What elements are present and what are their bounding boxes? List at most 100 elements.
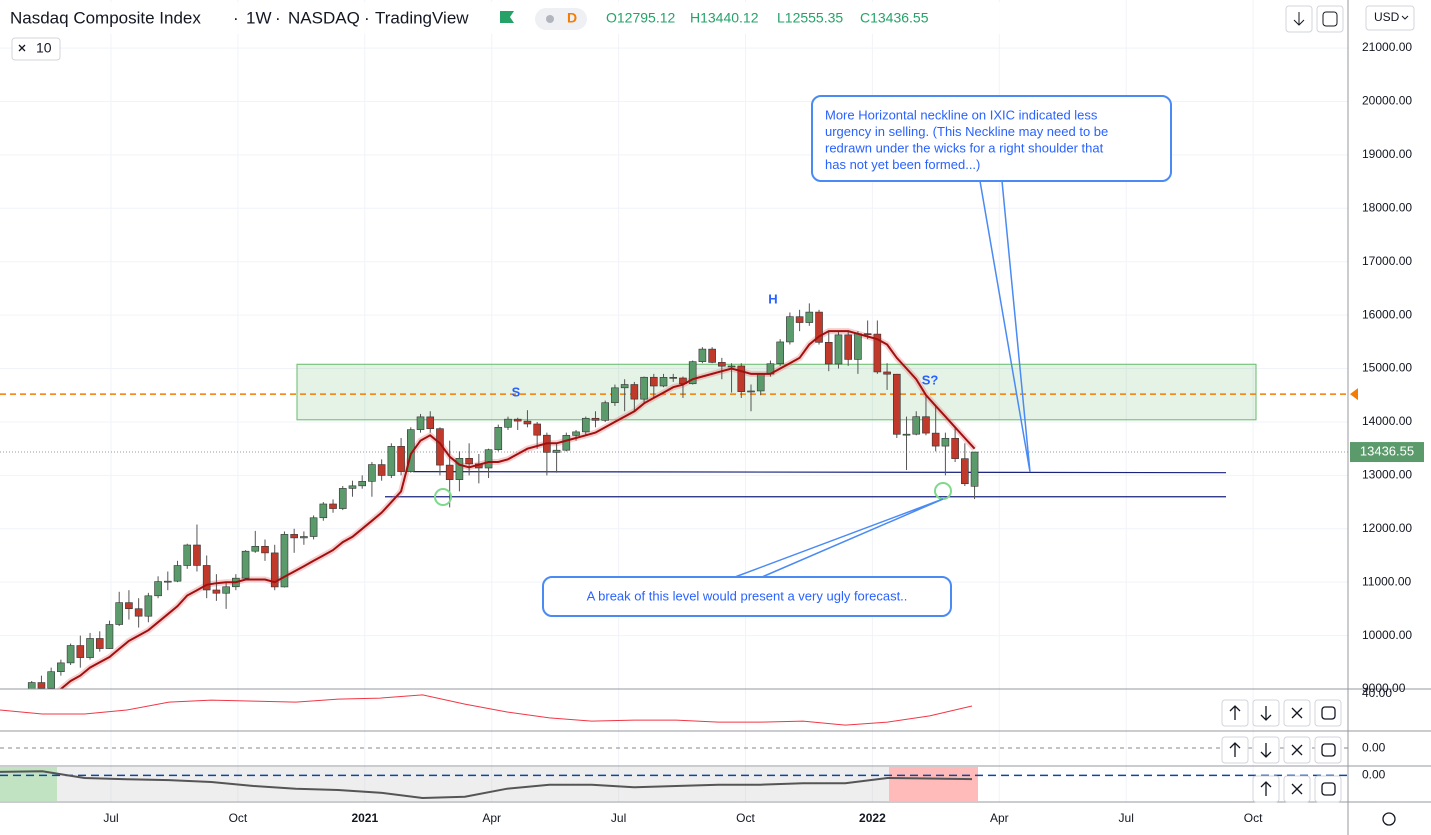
pane-controls xyxy=(1221,699,1396,826)
collapse-icon xyxy=(18,44,26,52)
candle-body xyxy=(397,446,405,472)
x-tick-label: Jul xyxy=(611,811,626,825)
resistance-zone xyxy=(296,363,1257,421)
annotations: A break of this level would present a ve… xyxy=(434,95,1172,617)
y-tick-label: 15000.00 xyxy=(1362,361,1412,375)
candle-body xyxy=(805,311,814,323)
candle-body xyxy=(922,416,930,434)
y-tick-label: 13000.00 xyxy=(1362,468,1412,482)
x-tick-label: Oct xyxy=(229,811,248,825)
candle-body xyxy=(523,420,532,425)
y-tick-label: 10000.00 xyxy=(1362,628,1412,642)
candle-body xyxy=(698,348,707,362)
candle-body xyxy=(737,365,746,392)
candle-body xyxy=(892,373,901,435)
candle-body xyxy=(824,342,833,365)
candle-body xyxy=(27,682,36,689)
candle-body xyxy=(581,417,590,433)
y-tick-label: 17000.00 xyxy=(1362,254,1412,268)
y-tick-label: 19000.00 xyxy=(1362,147,1412,161)
badge[interactable] xyxy=(535,8,587,30)
icon xyxy=(1293,12,1305,26)
candle-body xyxy=(37,682,46,689)
candle-body xyxy=(222,586,230,594)
candle-body xyxy=(611,387,619,404)
callout-box xyxy=(811,95,1172,182)
candle-body xyxy=(795,316,804,323)
candle-body xyxy=(533,423,541,436)
candle-body xyxy=(863,333,872,335)
callout-text: has not yet been formed...) xyxy=(825,157,980,172)
candle-body xyxy=(640,376,648,400)
open: O12795.12 xyxy=(606,10,675,26)
candle-body xyxy=(309,517,318,537)
candle-body xyxy=(241,550,250,579)
candle-body xyxy=(261,545,269,554)
candle-body xyxy=(776,341,784,365)
candle-body xyxy=(844,334,853,360)
y-tick-label: 9000.00 xyxy=(1362,681,1406,695)
candle-body xyxy=(494,426,503,451)
ma-legend[interactable] xyxy=(11,37,61,61)
candle-body xyxy=(718,362,726,367)
candle-body xyxy=(280,534,289,588)
candle-body xyxy=(747,390,755,393)
head-label: H xyxy=(768,291,777,306)
candle-body xyxy=(883,371,891,375)
candle-body xyxy=(348,485,357,489)
candle-body xyxy=(134,608,143,617)
shoulder-label: S xyxy=(512,384,521,399)
candle-body xyxy=(591,417,600,421)
currency-button[interactable] xyxy=(1365,5,1415,31)
candle-body xyxy=(300,536,308,539)
candle-body xyxy=(912,416,921,435)
candle-body xyxy=(86,638,94,658)
candle-body xyxy=(270,552,279,588)
callout-pointer xyxy=(979,180,1031,473)
currency: USD xyxy=(1374,10,1400,24)
candle-body xyxy=(183,544,192,566)
candle-body xyxy=(513,418,522,422)
low-circle xyxy=(434,488,452,506)
candle-body xyxy=(329,503,337,509)
level-marker xyxy=(1350,388,1358,401)
candle-body xyxy=(572,431,580,436)
candle-body xyxy=(164,580,172,583)
maximize-button[interactable] xyxy=(1314,775,1342,803)
x-tick-label: 2021 xyxy=(351,811,378,825)
candle-body xyxy=(562,435,571,451)
candle-body xyxy=(445,464,454,480)
candle-body xyxy=(630,384,639,400)
last-price-label: 13436.55 xyxy=(1360,443,1414,458)
exchange: NASDAQ xyxy=(288,8,360,27)
sep: · xyxy=(275,8,281,27)
candle-body xyxy=(931,432,940,447)
callout-text: More Horizontal neckline on IXIC indicat… xyxy=(825,107,1098,122)
candle-body xyxy=(688,361,697,385)
candle-body xyxy=(951,437,959,459)
interval: 1W xyxy=(246,8,272,27)
candle-body xyxy=(319,503,328,519)
callout-text: redrawn under the wicks for a right shou… xyxy=(825,140,1104,155)
maximize-button[interactable] xyxy=(1316,5,1344,33)
candle-body xyxy=(193,544,201,566)
candle-body xyxy=(338,488,347,509)
candle-body xyxy=(368,464,376,482)
x-tick-label: Apr xyxy=(482,811,501,825)
candle-body xyxy=(961,458,969,485)
sep: · xyxy=(364,8,370,27)
maximize-button[interactable] xyxy=(1314,699,1342,727)
indicator-line xyxy=(0,770,973,800)
low: L12555.35 xyxy=(777,10,843,26)
maximize-button[interactable] xyxy=(1314,736,1342,764)
candle-body xyxy=(756,373,765,392)
candle-body xyxy=(902,433,911,436)
close: C13436.55 xyxy=(860,10,929,26)
symbol: Nasdaq Composite Index xyxy=(10,8,201,27)
indicator-panes xyxy=(0,694,1348,801)
candle-body xyxy=(649,376,658,387)
candle-body xyxy=(552,449,561,453)
callout-text: urgency in selling. (This Neckline may n… xyxy=(825,124,1108,139)
